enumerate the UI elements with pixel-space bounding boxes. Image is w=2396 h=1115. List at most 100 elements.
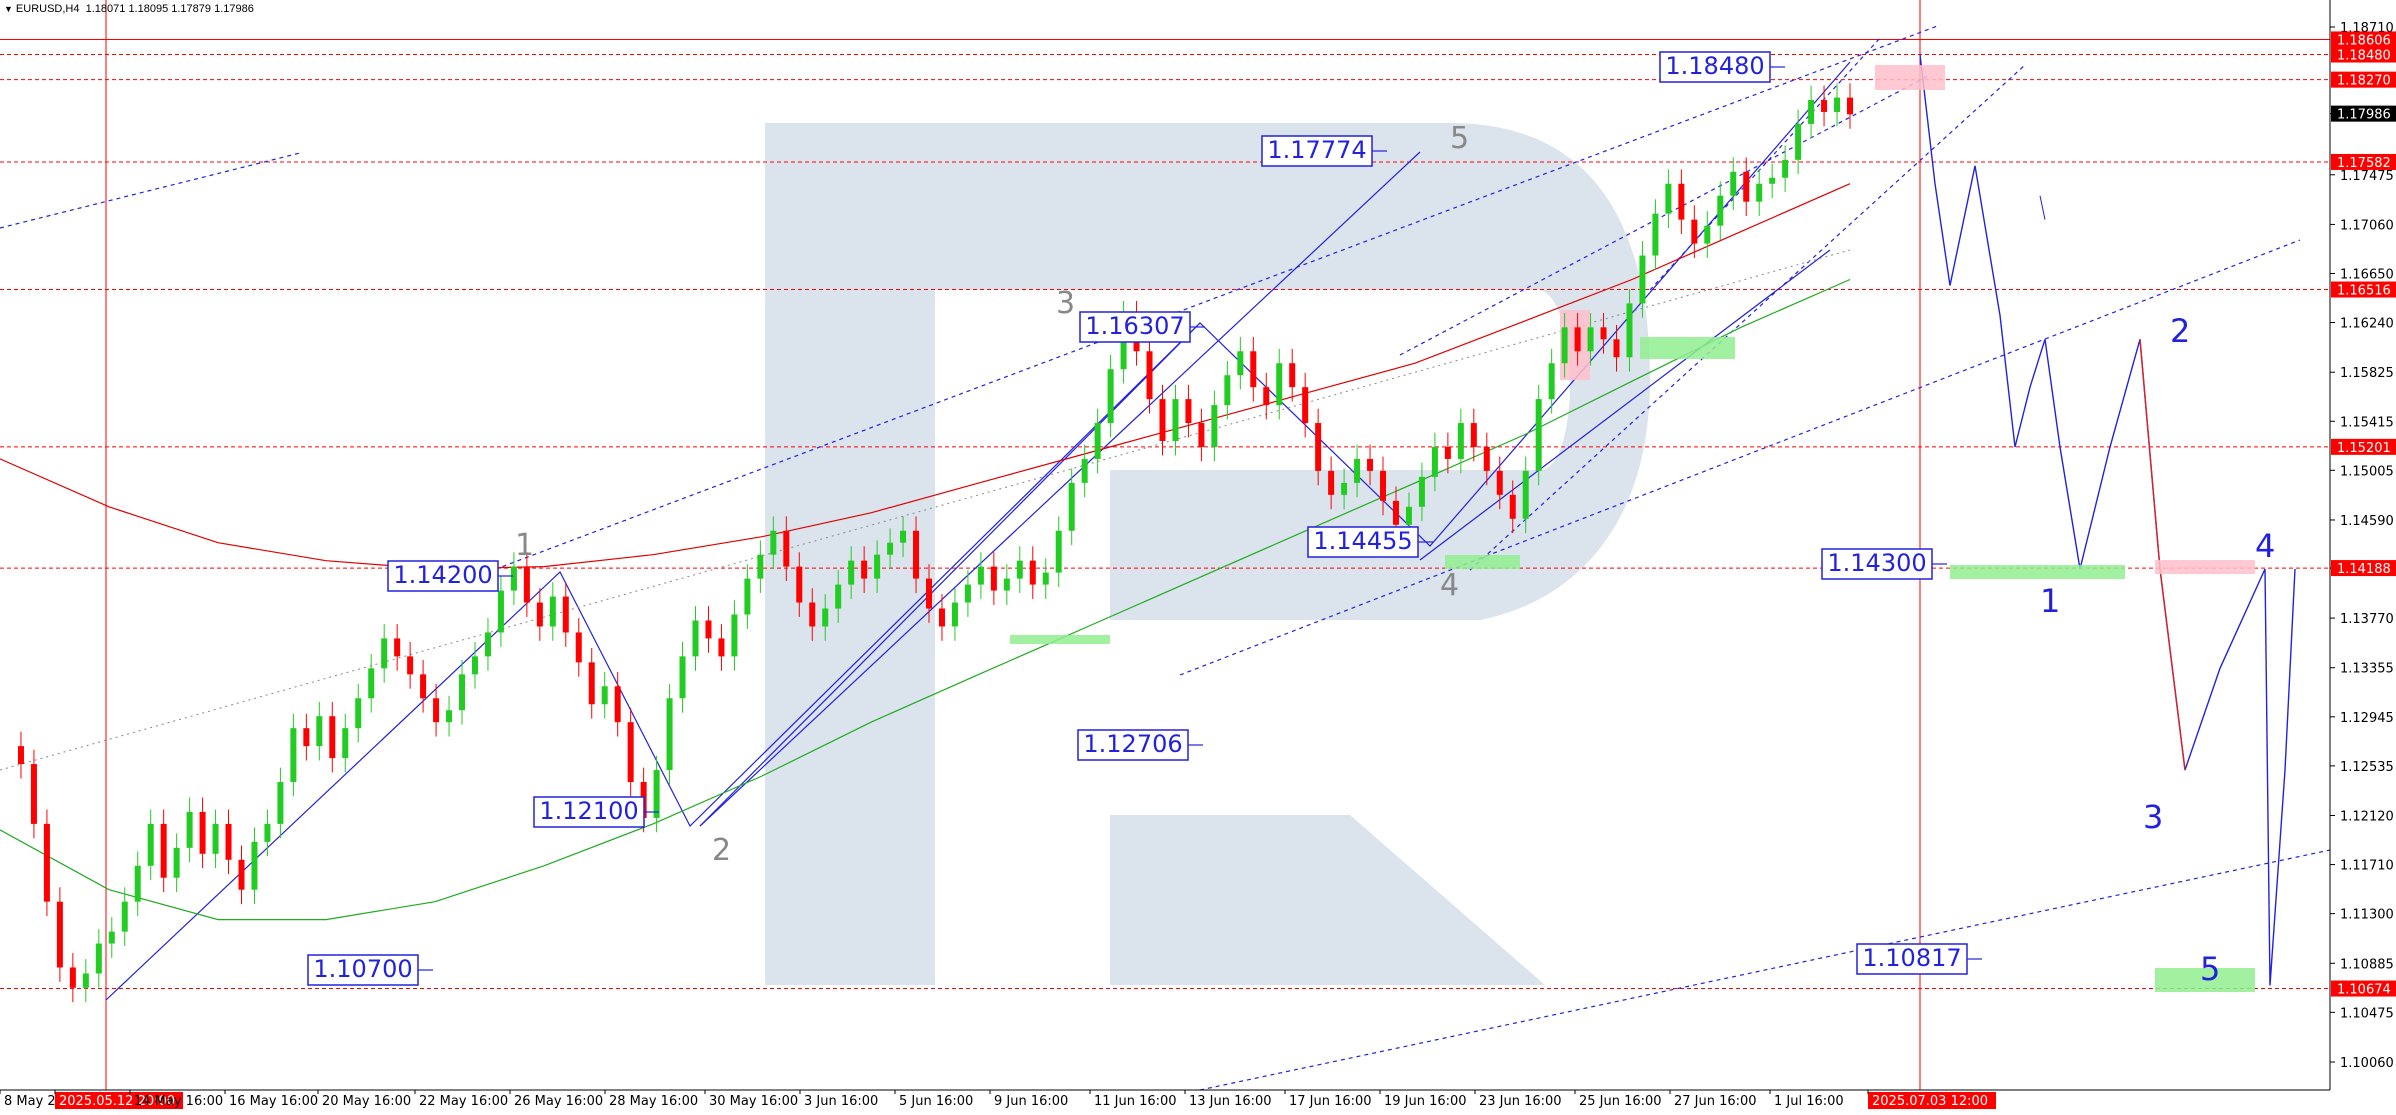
lines-layer	[0, 0, 2330, 1090]
price-tag-box	[2331, 281, 2396, 298]
candle-bull	[1172, 399, 1179, 441]
wave-label-forecast: 3	[2143, 798, 2163, 836]
price-axis[interactable]: 1.187101.179861.174751.170601.166501.162…	[2330, 21, 2396, 1071]
candle-bull	[692, 620, 699, 657]
trend-line	[1469, 64, 2026, 571]
labels-layer: 1.18480 1.17774 1.16307 1.14455 1.14200 1.127…	[307, 51, 2275, 988]
candle-bear	[1146, 351, 1153, 400]
price-zone	[1875, 65, 1945, 90]
trend-line	[0, 152, 301, 229]
candle-bull	[251, 841, 258, 890]
candle-bull	[653, 770, 660, 818]
time-tick-label: 17 Jun 16:00	[1289, 1094, 1372, 1109]
price-tag-label: 1.15201	[2337, 441, 2391, 456]
price-tag-box	[2331, 438, 2396, 455]
candle-bull	[731, 614, 738, 657]
price-zone	[1950, 565, 2125, 579]
price-annotation-box	[1307, 526, 1419, 558]
candle-bull	[173, 847, 180, 878]
candle-bear	[69, 967, 76, 988]
wave-label-forecast: 5	[2200, 950, 2220, 988]
price-tag-label: 1.17582	[2337, 156, 2391, 171]
price-annotation: 1.12706	[1077, 729, 1203, 761]
price-annotation: 1.18480	[1659, 51, 1785, 83]
collapse-triangle-icon[interactable]: ▼	[4, 4, 13, 14]
candle-bull	[459, 674, 466, 711]
price-tick-label: 1.15005	[2340, 464, 2394, 479]
current-price-box	[2331, 105, 2396, 122]
price-tag-label: 1.18480	[2337, 49, 2391, 64]
price-annotation-text: 1.17774	[1267, 136, 1366, 164]
candle-bear	[913, 530, 920, 579]
candle-bear	[1289, 363, 1296, 388]
price-tag-label: 1.14188	[2337, 562, 2391, 577]
price-tick-label: 1.13770	[2340, 612, 2394, 627]
candle-bull	[1418, 476, 1425, 507]
price-tick-label: 1.11710	[2340, 859, 2394, 874]
price-annotation-box	[1659, 51, 1771, 83]
candle-bear	[238, 859, 245, 890]
candle-bull	[1016, 560, 1023, 579]
price-annotation: 1.10817	[1856, 943, 1982, 975]
time-tick-label: 27 Jun 16:00	[1674, 1094, 1757, 1109]
candle-bull	[290, 728, 297, 783]
candle-bull	[134, 865, 141, 902]
candle-bear	[1600, 327, 1607, 340]
time-tick-label: 3 Jun 16:00	[804, 1094, 878, 1109]
price-tick-label: 1.15415	[2340, 415, 2394, 430]
candle-bull	[1652, 213, 1659, 256]
price-tick-label: 1.10885	[2340, 957, 2394, 972]
candle-bear	[1574, 327, 1581, 352]
candle-bear	[990, 566, 997, 591]
wave-label-forecast: 1	[2040, 582, 2060, 620]
candle-bear	[1380, 470, 1387, 501]
candle-bull	[1548, 363, 1555, 400]
price-annotation: 1.14455	[1307, 526, 1433, 558]
time-tag-box	[55, 1092, 183, 1109]
candle-bear	[1328, 470, 1335, 495]
time-tick-label: 2025.07.03 12:00	[1872, 1094, 1988, 1109]
price-tick-label: 1.12535	[2340, 760, 2394, 775]
time-tick-label: 25 Jun 16:00	[1579, 1094, 1662, 1109]
candle-bear	[407, 656, 414, 675]
candle-bear	[575, 632, 582, 663]
candle-bull	[471, 656, 478, 675]
price-annotation-box	[387, 560, 499, 592]
time-tick-label: 11 Jun 16:00	[1094, 1094, 1177, 1109]
mid-channel-line	[0, 249, 1851, 771]
candle-bear	[1302, 387, 1309, 424]
price-tag-box	[2331, 46, 2396, 63]
time-tick-label: 22 May 16:00	[419, 1094, 508, 1109]
price-annotation: 1.12100	[533, 796, 659, 828]
candle-bear	[1678, 183, 1685, 220]
price-annotation-text: 1.12100	[539, 797, 638, 825]
trend-line	[1179, 239, 2301, 676]
candle-bear	[796, 566, 803, 603]
candle-bull	[147, 823, 154, 866]
price-tag-box	[2331, 31, 2396, 48]
forecast-tick	[2039, 195, 2046, 220]
wave-label-past: 4	[1440, 568, 1459, 603]
time-tick-label: 9 Jun 16:00	[994, 1094, 1068, 1109]
candle-bear	[783, 530, 790, 567]
zones-layer	[1010, 65, 2255, 992]
time-tick-label: 20 May 16:00	[322, 1094, 411, 1109]
candle-bull	[1457, 423, 1464, 459]
time-tick-label: 13 Jun 16:00	[1189, 1094, 1272, 1109]
candle-bull	[1769, 177, 1776, 184]
candle-bull	[1211, 405, 1218, 447]
candle-bull	[835, 584, 842, 609]
candle-bull	[212, 823, 219, 854]
candle-bull	[1224, 375, 1231, 406]
candle-bear	[588, 662, 595, 705]
candle-bear	[1185, 399, 1192, 424]
time-tick-label: 5 Jun 16:00	[899, 1094, 973, 1109]
price-zone	[1445, 555, 1520, 569]
candle-bear	[1821, 99, 1828, 112]
candle-bear	[1444, 446, 1451, 459]
price-annotation-text: 1.14300	[1827, 549, 1926, 577]
candle-bull	[1535, 399, 1542, 471]
candle-bear	[225, 823, 232, 860]
